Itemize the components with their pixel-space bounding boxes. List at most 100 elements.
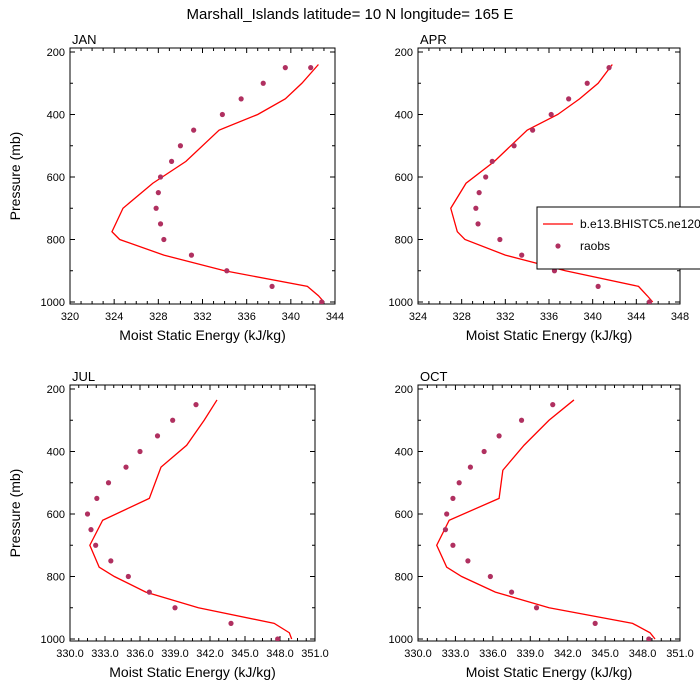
panels: JAN 320 324 328 332 336 340 344 200 400 600 800 1000… [7, 32, 694, 680]
obs-point [467, 464, 473, 470]
x-tick-label: 328 [452, 311, 470, 323]
obs-point [489, 158, 495, 164]
obs-point [450, 542, 456, 548]
x-tick-label: 348.0 [266, 648, 294, 660]
x-tick-label: 339.0 [517, 648, 545, 660]
x-tick-label: 351.0 [666, 648, 694, 660]
obs-point [584, 80, 590, 86]
y-axis-label: Pressure (mb) [7, 132, 23, 221]
y-tick-label: 800 [47, 572, 65, 584]
x-tick-label: 345.0 [591, 648, 619, 660]
panel-apr: APR 324 328 332 336 340 344 348 200 400 600 800 1000… [389, 32, 690, 343]
x-tick-label: 336 [237, 311, 255, 323]
obs-point [93, 542, 99, 548]
obs-point [456, 480, 462, 486]
x-axis-label: Moist Static Energy (kJ/kg) [466, 664, 633, 680]
obs-point [123, 464, 129, 470]
model-line [450, 64, 654, 303]
y-tick-label: 600 [47, 172, 65, 184]
obs-point [157, 174, 164, 180]
obs-point [84, 511, 91, 517]
panel-jan: JAN 320 324 328 332 336 340 344 200 400 600 800 1000… [7, 32, 344, 343]
x-tick-label: 332 [193, 311, 211, 323]
legend-obs-marker [555, 243, 561, 249]
obs-point [475, 221, 481, 227]
obs-point [224, 268, 230, 274]
x-tick-label: 342.0 [196, 648, 224, 660]
x-axis-label: Moist Static Energy (kJ/kg) [466, 327, 633, 343]
obs-point [137, 448, 143, 455]
obs-point [161, 236, 167, 243]
x-tick-label: 328 [149, 311, 167, 323]
x-tick-label: 336.0 [479, 648, 507, 660]
x-axis-label: Moist Static Energy (kJ/kg) [109, 664, 276, 680]
obs-point [450, 495, 456, 501]
obs-point [483, 174, 489, 180]
legend-model-label: b.e13.BHISTC5.ne120 [580, 217, 700, 231]
x-tick-label: 333.0 [442, 648, 470, 660]
x-tick-label: 330.0 [56, 648, 84, 660]
obs-point [530, 127, 536, 133]
y-tick-label: 800 [395, 572, 413, 584]
y-tick-label: 1000 [41, 634, 65, 646]
obs-point [219, 111, 225, 118]
plot-area [111, 64, 325, 304]
obs-point [319, 299, 325, 304]
y-tick-label: 200 [47, 47, 65, 59]
obs-point [550, 402, 556, 408]
obs-point [592, 620, 598, 626]
x-tick-label: 351.0 [301, 648, 329, 660]
obs-point [548, 111, 554, 118]
model-line [89, 399, 293, 640]
x-tick-label: 333.0 [91, 648, 119, 660]
y-tick-label: 1000 [41, 297, 65, 309]
panel-oct: OCT 330.0 333.0 336.0 339.0 342.0 345.0 348.0 35… [389, 369, 694, 680]
obs-point [155, 190, 161, 196]
obs-point [606, 65, 612, 71]
obs-point [105, 480, 112, 486]
x-tick-label: 340 [282, 311, 300, 323]
x-tick-label: 345.0 [231, 648, 259, 660]
y-tick-label: 800 [395, 235, 413, 247]
x-tick-label: 348 [671, 311, 689, 323]
panel-title: APR [420, 32, 447, 47]
panel-title: OCT [420, 369, 448, 384]
y-tick-label: 400 [47, 447, 65, 459]
obs-point [518, 417, 525, 423]
obs-point [108, 558, 114, 564]
y-tick-label: 400 [395, 110, 413, 122]
obs-point [157, 221, 164, 227]
obs-point [595, 283, 601, 289]
obs-point [442, 527, 449, 533]
obs-point [497, 236, 503, 243]
x-tick-label: 320 [61, 311, 79, 323]
obs-point [125, 573, 131, 580]
obs-point [646, 636, 652, 641]
obs-point [275, 636, 281, 641]
x-tick-label: 342.0 [554, 648, 582, 660]
y-tick-label: 400 [47, 110, 65, 122]
y-axis-label: Pressure (mb) [7, 469, 23, 558]
legend-box [536, 206, 700, 270]
obs-point [444, 511, 450, 517]
x-tick-label: 330.0 [404, 648, 432, 660]
y-tick-label: 200 [47, 384, 65, 396]
x-tick-label: 340 [583, 311, 601, 323]
x-tick-label: 324 [105, 311, 123, 323]
obs-point [238, 96, 244, 102]
obs-point [476, 190, 482, 196]
obs-point [188, 252, 195, 258]
obs-point [496, 433, 502, 439]
x-tick-label: 336 [540, 311, 558, 323]
y-tick-label: 600 [47, 509, 65, 521]
obs-point [308, 65, 314, 71]
obs-point [481, 448, 487, 455]
x-tick-label: 339.0 [161, 648, 189, 660]
panel-title: JAN [72, 32, 97, 47]
obs-point [170, 417, 176, 423]
model-line [435, 399, 656, 640]
x-tick-label: 332 [496, 311, 514, 323]
obs-point [566, 96, 572, 102]
obs-point [228, 620, 234, 626]
obs-point [191, 127, 197, 133]
